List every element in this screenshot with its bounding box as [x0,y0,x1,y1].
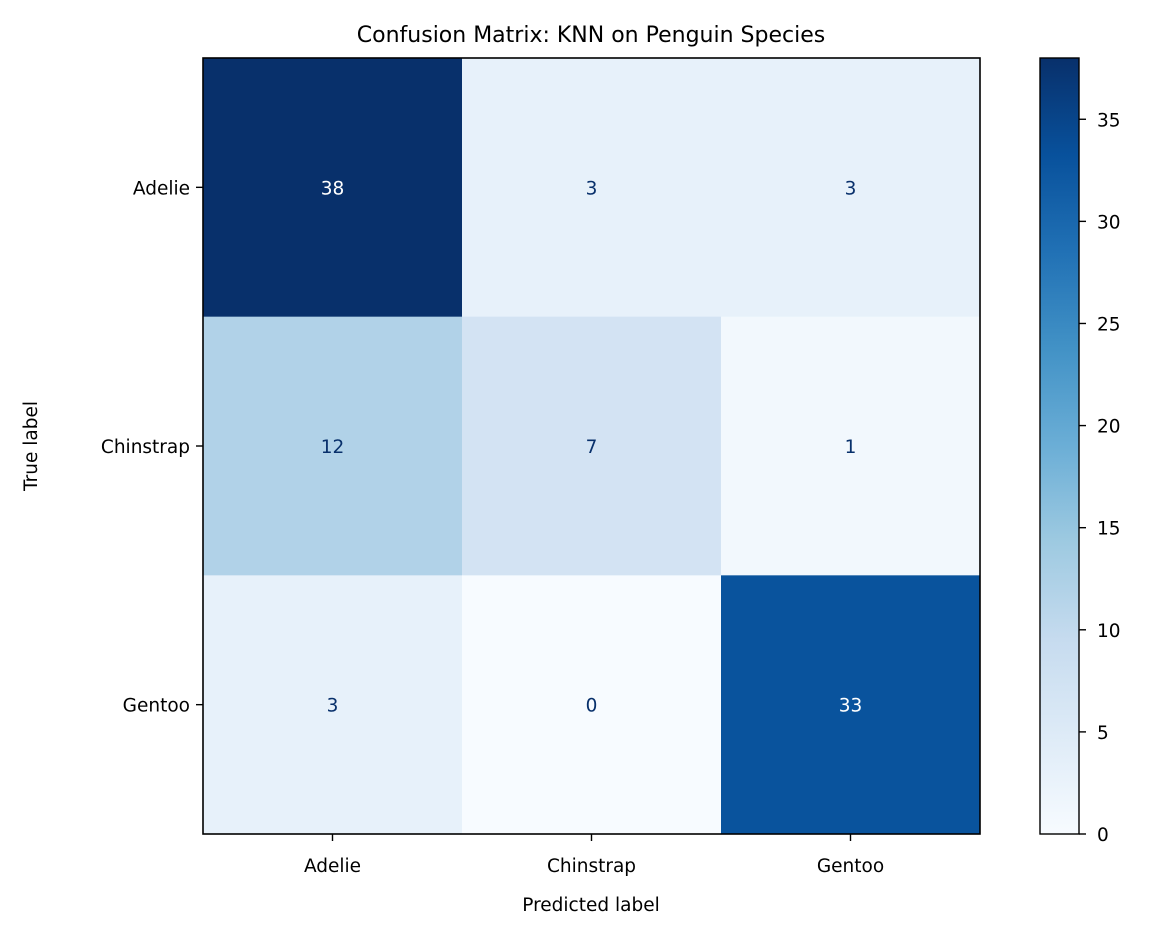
cell-value-label: 1 [845,437,857,458]
cell-value-label: 3 [845,178,857,199]
heatmap-cell [462,575,722,835]
cell-value-label: 33 [839,696,863,717]
y-tick-label: Adelie [133,178,190,199]
heatmap-cell [203,575,463,835]
x-tick-label: Adelie [304,856,361,877]
colorbar-tick-label: 5 [1097,723,1109,744]
x-axis-ticks: Adelie Chinstrap Gentoo [304,834,884,877]
cell-value-label: 0 [586,696,598,717]
colorbar-tick-label: 30 [1097,212,1121,233]
colorbar-tick-label: 15 [1097,519,1121,540]
heatmap-cell [203,58,463,318]
colorbar-tick-label: 25 [1097,314,1121,335]
x-tick-label: Gentoo [817,856,884,877]
heatmap-cell [462,58,722,318]
cell-value-label: 3 [586,178,598,199]
colorbar-tick-label: 20 [1097,417,1121,438]
cell-value-label: 12 [321,437,345,458]
colorbar-ticks: 0 5 10 15 20 25 30 35 [1079,110,1121,846]
cell-value-label: 3 [327,696,339,717]
cell-value-label: 38 [321,178,345,199]
x-axis-label: Predicted label [522,895,659,916]
colorbar-tick-label: 10 [1097,621,1121,642]
colorbar [1039,57,1080,835]
colorbar-tick-label: 0 [1097,825,1109,846]
colorbar-tick-label: 35 [1097,110,1121,131]
heatmap-cells: 38 3 312 7 13 0 33 [203,58,981,835]
y-axis-ticks: Adelie Chinstrap Gentoo [101,178,203,717]
heatmap-cell [721,575,981,835]
y-tick-label: Chinstrap [101,437,190,458]
heatmap-cell [721,316,981,576]
chart-title: Confusion Matrix: KNN on Penguin Species [357,23,825,48]
x-tick-label: Chinstrap [547,856,636,877]
heatmap-cell [203,316,463,576]
heatmap-cell [462,316,722,576]
y-axis-label: True label [21,401,42,492]
y-tick-label: Gentoo [123,696,190,717]
heatmap-cell [721,58,981,318]
cell-value-label: 7 [586,437,598,458]
